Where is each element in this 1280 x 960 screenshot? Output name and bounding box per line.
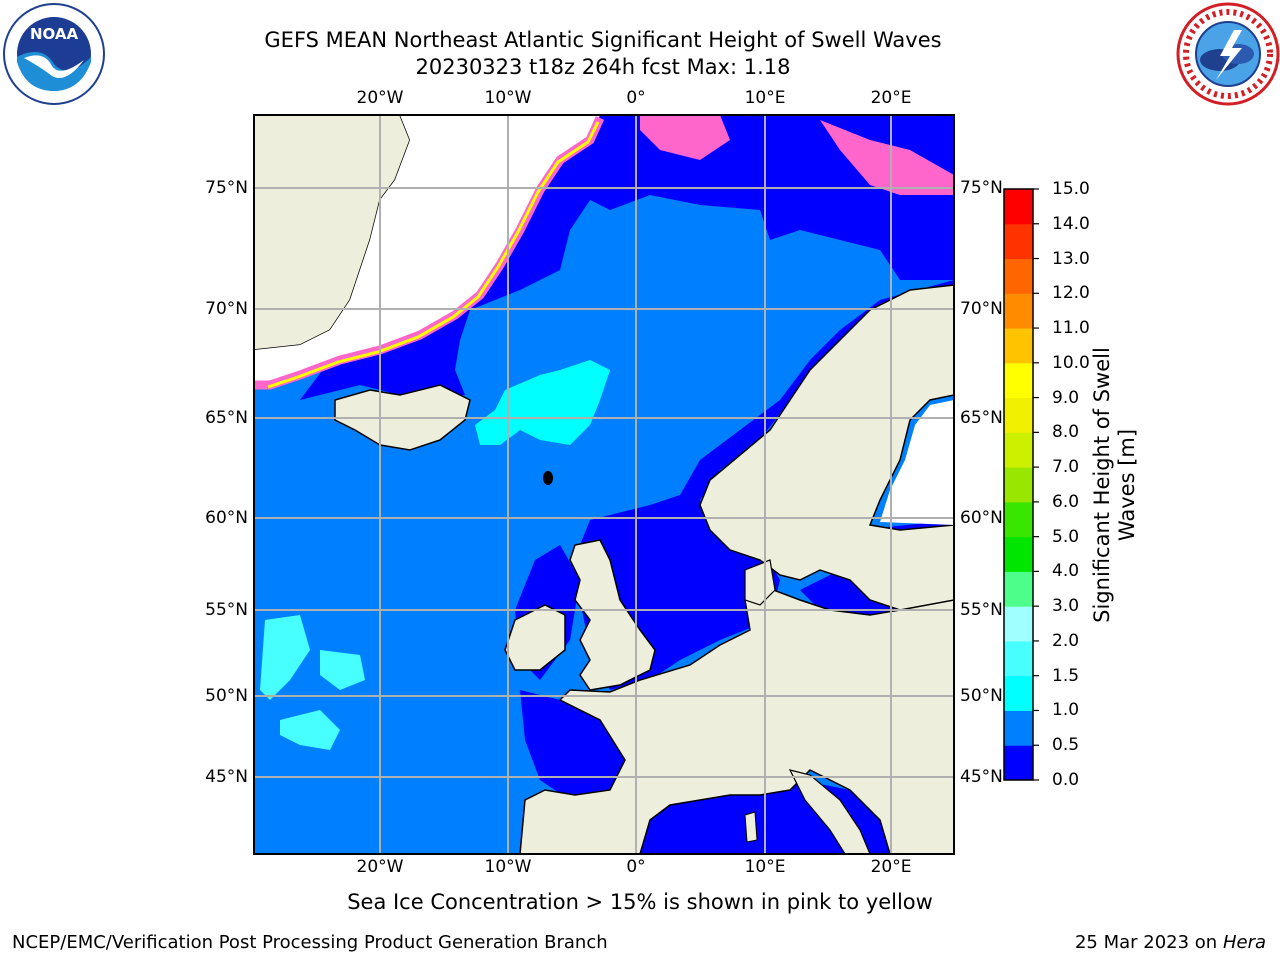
colorbar-tick-label: 6.0 (1052, 491, 1080, 512)
colorbar-label: Significant Height of Swell Waves [m] (1090, 347, 1139, 623)
colorbar-tick-label: 13.0 (1052, 248, 1090, 269)
colorbar-tick-label: 11.0 (1052, 318, 1090, 339)
lon-label-bottom: 20°E (870, 857, 912, 877)
nws-logo (1176, 2, 1280, 106)
lon-label-top: 10°W (484, 88, 532, 108)
low-swell-north (300, 115, 954, 400)
lat-label-left: 50°N (205, 686, 248, 706)
footer-host: Hera (1222, 932, 1266, 953)
lon-label-top: 20°E (870, 88, 912, 108)
colorbar-segment (1004, 467, 1033, 503)
colorbar-segment (1004, 432, 1033, 468)
colorbar-tick-label: 0.5 (1052, 735, 1080, 756)
lat-label-right: 55°N (960, 600, 1003, 620)
colorbar-segment (1004, 223, 1033, 260)
colorbar-tick-label: 12.0 (1052, 283, 1090, 304)
ice-edge-yellow (267, 121, 600, 389)
lat-label-right: 65°N (960, 408, 1003, 428)
swell-patch-sw2 (280, 710, 340, 750)
land-faroe (543, 471, 553, 485)
colorbar-segment (1004, 397, 1033, 433)
footer-date-text: 25 Mar 2023 on (1074, 932, 1218, 953)
colorbar-segment (1004, 606, 1033, 642)
colorbar-tick-label: 8.0 (1052, 422, 1080, 443)
colorbar-tick-label: 4.0 (1052, 561, 1080, 582)
colorbar-tick-label: 7.0 (1052, 457, 1080, 478)
colorbar-segment (1004, 189, 1033, 225)
sea-ice-note: Sea Ice Concentration > 15% is shown in … (347, 890, 933, 914)
colorbar-tick-label: 9.0 (1052, 387, 1080, 408)
colorbar-segment (1004, 536, 1033, 572)
colorbar-tick-label: 2.0 (1052, 630, 1080, 651)
colorbar-tick-label: 1.0 (1052, 700, 1080, 721)
lon-label-bottom: 10°E (744, 857, 786, 877)
graticule (254, 115, 954, 854)
lon-label-top: 20°W (356, 88, 404, 108)
lat-label-right: 60°N (960, 508, 1003, 528)
land-britain (569, 539, 656, 691)
map-frame (253, 114, 955, 855)
colorbar-tick-label: 0.0 (1052, 770, 1080, 790)
colorbar-segment (1004, 745, 1033, 781)
lat-label-right: 45°N (960, 767, 1003, 787)
land-ireland (504, 604, 566, 671)
lat-label-left: 60°N (205, 508, 248, 528)
ice-franzjosef (820, 120, 954, 195)
colorbar-tick-label: 3.0 (1052, 596, 1080, 617)
lat-label-left: 75°N (205, 178, 248, 198)
colorbar-frame (1003, 188, 1034, 781)
colorbar-segment (1004, 571, 1033, 607)
colorbar-tick-label: 10.0 (1052, 352, 1090, 373)
svg-text:NOAA: NOAA (30, 25, 79, 43)
noaa-logo: NOAA (3, 3, 105, 105)
land-nodata-east (880, 400, 954, 525)
colorbar-segment (1004, 675, 1033, 711)
land-corsica (744, 811, 758, 843)
colorbar-segment (1004, 293, 1033, 329)
colorbar-segment (1004, 640, 1033, 677)
lat-label-right: 70°N (960, 299, 1003, 319)
lat-label-left: 65°N (205, 408, 248, 428)
colorbar-tick-label: 1.5 (1052, 665, 1080, 686)
swell-patch-sw3 (320, 650, 365, 690)
colorbar-tick-label: 15.0 (1052, 179, 1090, 199)
colorbar-segment (1004, 258, 1033, 294)
low-swell-norway (580, 280, 954, 560)
lon-label-top: 10°E (744, 88, 786, 108)
lon-label-bottom: 10°W (484, 857, 532, 877)
lon-label-bottom: 0° (626, 857, 646, 877)
lat-label-left: 45°N (205, 767, 248, 787)
colorbar (1003, 188, 1039, 781)
lon-label-bottom: 20°W (356, 857, 404, 877)
colorbar-segment (1004, 328, 1033, 364)
lat-label-left: 55°N (205, 600, 248, 620)
lat-label-right: 50°N (960, 686, 1003, 706)
map-subtitle: 20230323 t18z 264h fcst Max: 1.18 (415, 55, 791, 79)
sea-ice-zone (254, 115, 600, 385)
map-title: GEFS MEAN Northeast Atlantic Significant… (264, 28, 942, 52)
lat-label-left: 70°N (205, 299, 248, 319)
swell-patch-sw (260, 615, 310, 700)
footer-date: 25 Mar 2023 on Hera (1075, 932, 1266, 953)
footer-producer: NCEP/EMC/Verification Post Processing Pr… (12, 932, 608, 953)
colorbar-tick-label: 5.0 (1052, 526, 1080, 547)
land-italy (788, 769, 871, 854)
lon-label-top: 0° (626, 88, 646, 108)
lat-label-right: 75°N (960, 178, 1003, 198)
colorbar-tick-label: 14.0 (1052, 213, 1090, 234)
colorbar-segment (1004, 501, 1033, 538)
colorbar-segment (1004, 710, 1033, 746)
low-swell-biscay (520, 690, 625, 800)
colorbar-segment (1004, 362, 1033, 399)
ice-svalbard (640, 115, 730, 160)
